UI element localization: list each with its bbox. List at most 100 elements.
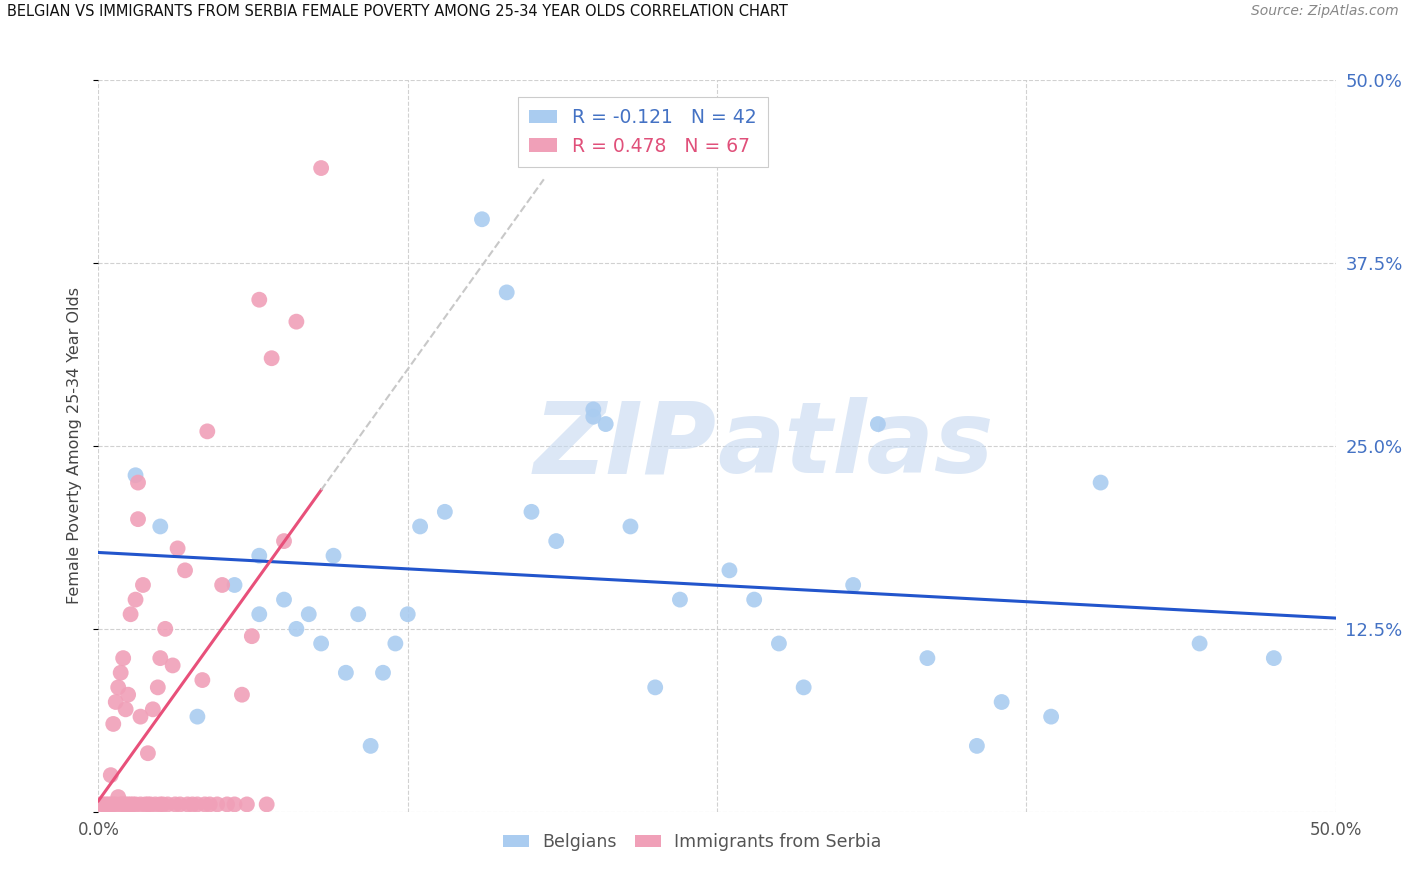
Point (1263, 651, 1285, 665)
Point (298, 607, 321, 622)
Point (1188, 636, 1211, 650)
Point (1090, 475, 1112, 490)
Point (433, 505, 456, 519)
Point (917, 651, 939, 665)
Point (285, 622, 308, 636)
Point (169, 797, 191, 812)
Point (112, 651, 135, 665)
Point (285, 315, 308, 329)
Point (582, 402, 605, 417)
Point (866, 417, 889, 431)
Point (247, 607, 270, 622)
Legend: Belgians, Immigrants from Serbia: Belgians, Immigrants from Serbia (496, 826, 889, 858)
Point (644, 681, 666, 695)
Point (582, 409, 605, 424)
Point (94, 797, 117, 812)
Point (273, 592, 295, 607)
Text: atlas: atlas (717, 398, 994, 494)
Point (97, 797, 120, 812)
Point (112, 797, 135, 812)
Point (195, 425, 218, 439)
Point (742, 592, 765, 607)
Point (669, 592, 692, 607)
Point (217, 797, 239, 812)
Point (122, 797, 145, 812)
Point (117, 797, 139, 812)
Point (142, 702, 165, 716)
Point (396, 607, 419, 622)
Point (224, 578, 246, 592)
Point (120, 797, 142, 812)
Point (335, 665, 357, 680)
Point (247, 549, 270, 563)
Point (103, 717, 125, 731)
Point (93, 797, 115, 812)
Point (360, 739, 382, 753)
Point (110, 797, 132, 812)
Point (104, 695, 127, 709)
Point (129, 709, 152, 723)
Point (104, 797, 127, 812)
Point (718, 563, 741, 577)
Point (186, 797, 208, 812)
Point (520, 505, 543, 519)
Text: Source: ZipAtlas.com: Source: ZipAtlas.com (1251, 4, 1399, 19)
Point (174, 563, 197, 577)
Point (149, 651, 172, 665)
Point (176, 797, 198, 812)
Point (1040, 709, 1063, 723)
Text: ZIP: ZIP (534, 398, 717, 494)
Point (155, 622, 177, 636)
Point (256, 797, 278, 812)
Point (231, 688, 253, 702)
Point (127, 512, 149, 526)
Point (371, 665, 394, 680)
Point (990, 695, 1012, 709)
Point (139, 797, 162, 812)
Point (224, 797, 246, 812)
Point (247, 293, 270, 307)
Point (107, 681, 129, 695)
Point (198, 797, 221, 812)
Point (114, 797, 136, 812)
Point (166, 541, 188, 556)
Point (120, 607, 142, 622)
Point (236, 797, 259, 812)
Point (546, 534, 568, 549)
Point (149, 519, 172, 533)
Point (136, 746, 159, 760)
Point (966, 739, 988, 753)
Point (90, 797, 112, 812)
Point (127, 475, 149, 490)
Point (471, 212, 494, 227)
Point (143, 797, 166, 812)
Point (186, 709, 208, 723)
Point (309, 161, 332, 175)
Point (619, 519, 641, 533)
Point (129, 797, 152, 812)
Point (191, 673, 214, 687)
Point (309, 636, 332, 650)
Point (194, 797, 217, 812)
Point (240, 629, 263, 643)
Point (165, 797, 187, 812)
Point (103, 797, 125, 812)
Point (205, 797, 228, 812)
Point (347, 607, 370, 622)
Point (110, 665, 132, 680)
Point (495, 285, 517, 300)
Point (181, 797, 204, 812)
Y-axis label: Female Poverty Among 25-34 Year Olds: Female Poverty Among 25-34 Year Olds (67, 287, 83, 605)
Point (124, 592, 146, 607)
Point (107, 790, 129, 805)
Point (273, 534, 295, 549)
Point (134, 797, 156, 812)
Point (100, 797, 122, 812)
Point (768, 636, 790, 650)
Point (384, 636, 406, 650)
Point (136, 797, 159, 812)
Point (117, 688, 139, 702)
Point (793, 681, 815, 695)
Point (322, 549, 344, 563)
Point (149, 797, 172, 812)
